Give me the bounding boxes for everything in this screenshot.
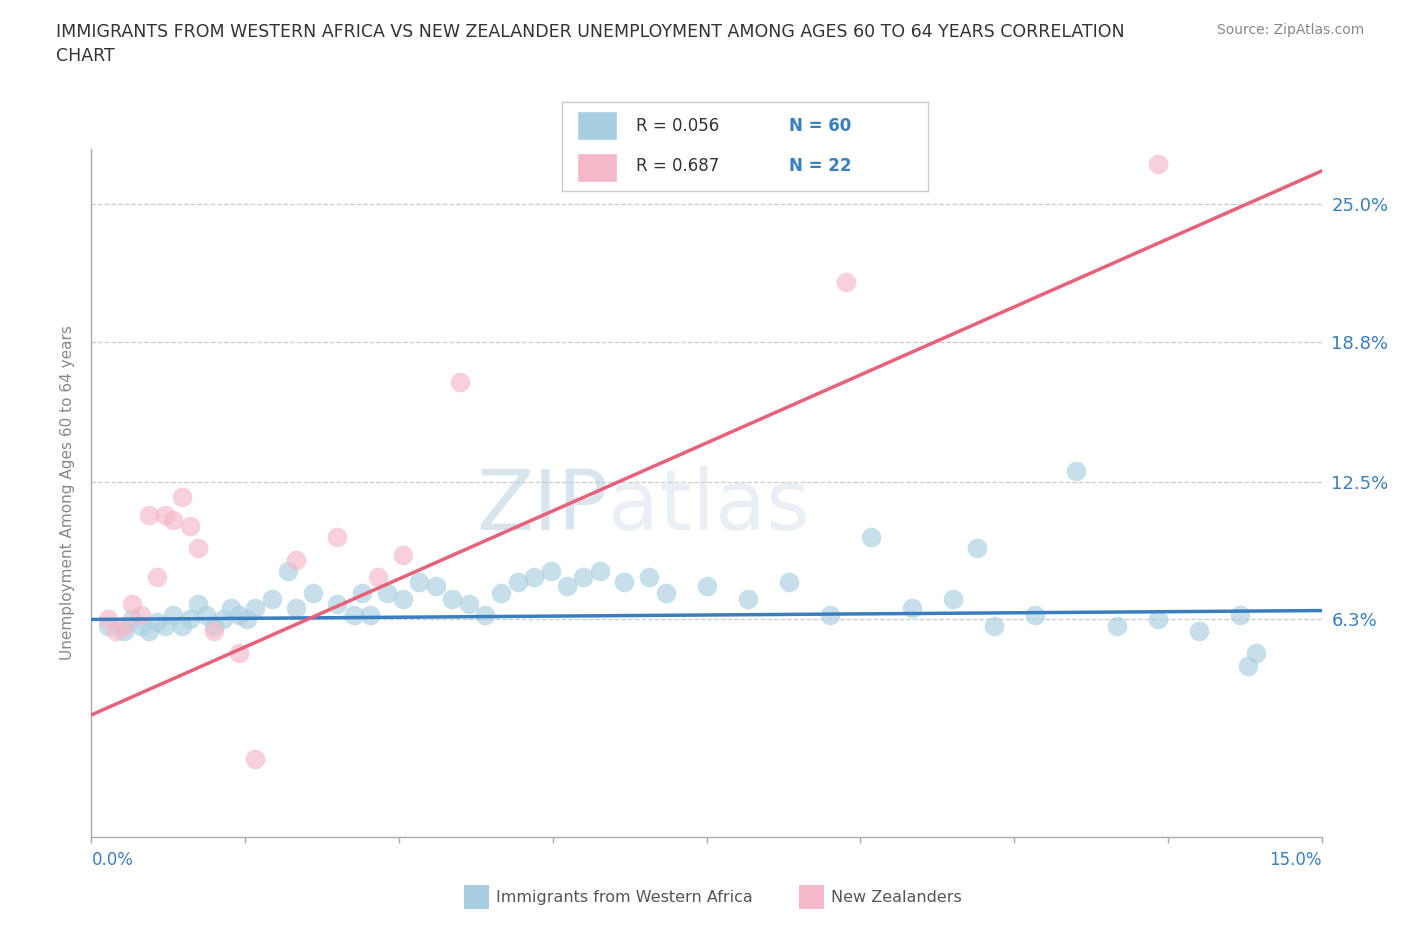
Point	[202, 623, 225, 638]
Point	[352, 585, 374, 600]
Text: Source: ZipAtlas.com: Source: ZipAtlas.com	[1216, 23, 1364, 37]
Text: Immigrants from Western Africa: Immigrants from Western Africa	[496, 890, 754, 905]
Point	[162, 512, 184, 527]
Point	[129, 607, 152, 622]
Point	[162, 607, 184, 622]
Point	[187, 541, 209, 556]
Point	[228, 607, 250, 622]
Point	[392, 592, 415, 607]
Point	[491, 585, 513, 600]
Point	[97, 612, 120, 627]
Point	[301, 585, 323, 600]
Point	[97, 618, 120, 633]
Point	[343, 607, 366, 622]
Point	[375, 585, 398, 600]
Point	[179, 519, 201, 534]
Point	[555, 578, 578, 593]
Point	[202, 618, 225, 633]
Text: New Zealanders: New Zealanders	[831, 890, 962, 905]
Point	[638, 570, 661, 585]
Point	[818, 607, 841, 622]
Point	[187, 596, 209, 611]
Point	[146, 614, 169, 629]
Text: IMMIGRANTS FROM WESTERN AFRICA VS NEW ZEALANDER UNEMPLOYMENT AMONG AGES 60 TO 64: IMMIGRANTS FROM WESTERN AFRICA VS NEW ZE…	[56, 23, 1125, 65]
Point	[112, 618, 135, 633]
Point	[654, 585, 676, 600]
Point	[219, 601, 242, 616]
Text: R = 0.687: R = 0.687	[636, 157, 718, 175]
Point	[129, 618, 152, 633]
Point	[245, 751, 267, 766]
Point	[179, 612, 201, 627]
Text: atlas: atlas	[607, 466, 810, 547]
Point	[613, 574, 636, 589]
Point	[778, 574, 800, 589]
Point	[523, 570, 546, 585]
Text: 0.0%: 0.0%	[91, 851, 134, 870]
Point	[359, 607, 381, 622]
Y-axis label: Unemployment Among Ages 60 to 64 years: Unemployment Among Ages 60 to 64 years	[59, 326, 75, 660]
Point	[1064, 463, 1087, 478]
Point	[983, 618, 1005, 633]
Point	[737, 592, 759, 607]
Point	[1105, 618, 1128, 633]
Point	[138, 623, 160, 638]
Point	[457, 596, 479, 611]
Point	[285, 552, 308, 567]
Text: R = 0.056: R = 0.056	[636, 117, 718, 135]
Point	[170, 618, 193, 633]
Point	[245, 601, 267, 616]
Point	[285, 601, 308, 616]
Point	[228, 645, 250, 660]
Point	[153, 508, 177, 523]
Point	[153, 618, 177, 633]
Point	[105, 623, 127, 638]
Text: N = 22: N = 22	[789, 157, 852, 175]
Point	[589, 564, 612, 578]
Point	[138, 508, 160, 523]
Point	[392, 548, 415, 563]
FancyBboxPatch shape	[576, 153, 617, 182]
Point	[170, 490, 193, 505]
Text: 15.0%: 15.0%	[1270, 851, 1322, 870]
Point	[1244, 645, 1267, 660]
Point	[211, 612, 233, 627]
Point	[425, 578, 447, 593]
Point	[260, 592, 283, 607]
Point	[474, 607, 496, 622]
Point	[441, 592, 464, 607]
Point	[1146, 612, 1168, 627]
Text: ZIP: ZIP	[477, 466, 607, 547]
Point	[121, 596, 143, 611]
Point	[449, 375, 471, 390]
Point	[121, 612, 143, 627]
Point	[326, 530, 349, 545]
FancyBboxPatch shape	[576, 112, 617, 140]
Point	[572, 570, 595, 585]
Point	[367, 570, 389, 585]
Point	[859, 530, 882, 545]
Point	[1187, 623, 1209, 638]
Point	[146, 570, 169, 585]
Point	[506, 574, 529, 589]
Point	[236, 612, 259, 627]
Point	[835, 274, 858, 289]
Point	[1229, 607, 1251, 622]
Point	[966, 541, 988, 556]
Point	[942, 592, 965, 607]
Text: N = 60: N = 60	[789, 117, 851, 135]
Point	[1237, 658, 1260, 673]
Point	[900, 601, 922, 616]
Point	[326, 596, 349, 611]
Point	[1024, 607, 1046, 622]
Point	[540, 564, 562, 578]
Point	[1146, 157, 1168, 172]
Point	[695, 578, 717, 593]
Point	[408, 574, 430, 589]
Point	[112, 623, 135, 638]
Point	[195, 607, 218, 622]
Point	[277, 564, 299, 578]
